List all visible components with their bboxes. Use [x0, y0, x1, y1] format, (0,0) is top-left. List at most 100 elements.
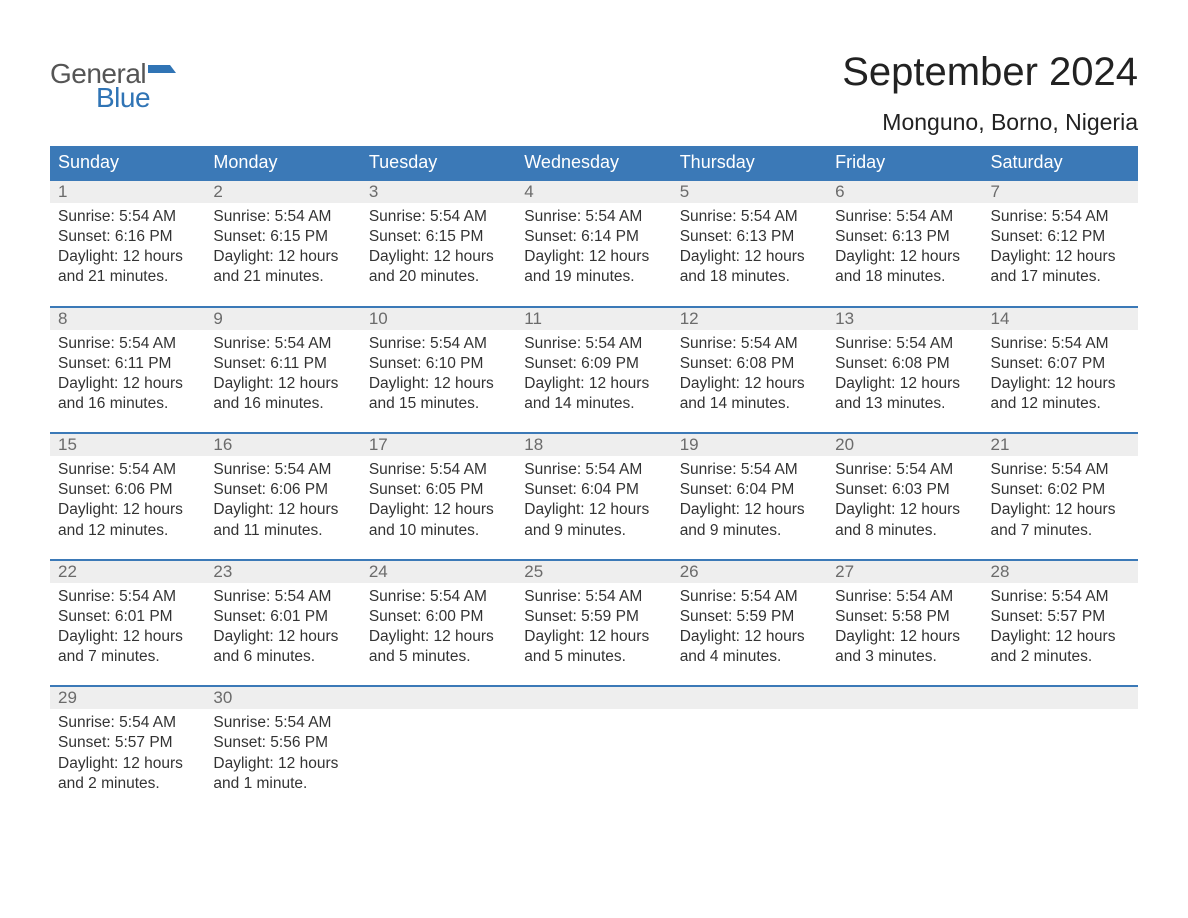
day-cell: Sunrise: 5:54 AMSunset: 6:08 PMDaylight:… — [672, 330, 827, 415]
sunset-text: Sunset: 5:59 PM — [524, 607, 663, 627]
day-cell: Sunrise: 5:54 AMSunset: 6:02 PMDaylight:… — [983, 456, 1138, 541]
daylight-text: Daylight: 12 hours and 2 minutes. — [58, 754, 197, 794]
sunset-text: Sunset: 6:07 PM — [991, 354, 1130, 374]
weekday-header: Thursday — [672, 146, 827, 179]
day-content-strip: Sunrise: 5:54 AMSunset: 6:06 PMDaylight:… — [50, 456, 1138, 559]
day-cell: Sunrise: 5:54 AMSunset: 5:57 PMDaylight:… — [983, 583, 1138, 668]
daylight-text: Daylight: 12 hours and 9 minutes. — [524, 500, 663, 540]
daylight-text: Daylight: 12 hours and 18 minutes. — [680, 247, 819, 287]
sunset-text: Sunset: 5:57 PM — [991, 607, 1130, 627]
weekday-header: Friday — [827, 146, 982, 179]
day-number: 4 — [516, 181, 671, 203]
sunset-text: Sunset: 6:09 PM — [524, 354, 663, 374]
daylight-text: Daylight: 12 hours and 13 minutes. — [835, 374, 974, 414]
sunset-text: Sunset: 6:01 PM — [58, 607, 197, 627]
sunset-text: Sunset: 6:08 PM — [680, 354, 819, 374]
daylight-text: Daylight: 12 hours and 4 minutes. — [680, 627, 819, 667]
day-number-strip: 1234567 — [50, 181, 1138, 203]
sunrise-text: Sunrise: 5:54 AM — [369, 460, 508, 480]
day-number — [983, 687, 1138, 709]
week-row: 22232425262728Sunrise: 5:54 AMSunset: 6:… — [50, 559, 1138, 686]
daylight-text: Daylight: 12 hours and 20 minutes. — [369, 247, 508, 287]
sunset-text: Sunset: 6:16 PM — [58, 227, 197, 247]
day-number: 8 — [50, 308, 205, 330]
day-number: 2 — [205, 181, 360, 203]
day-cell: Sunrise: 5:54 AMSunset: 6:01 PMDaylight:… — [205, 583, 360, 668]
daylight-text: Daylight: 12 hours and 14 minutes. — [524, 374, 663, 414]
day-cell: Sunrise: 5:54 AMSunset: 6:16 PMDaylight:… — [50, 203, 205, 288]
sunset-text: Sunset: 6:15 PM — [369, 227, 508, 247]
day-cell: Sunrise: 5:54 AMSunset: 6:04 PMDaylight:… — [672, 456, 827, 541]
sunset-text: Sunset: 6:08 PM — [835, 354, 974, 374]
week-row: 2930Sunrise: 5:54 AMSunset: 5:57 PMDayli… — [50, 685, 1138, 812]
daylight-text: Daylight: 12 hours and 8 minutes. — [835, 500, 974, 540]
sunrise-text: Sunrise: 5:54 AM — [369, 587, 508, 607]
sunrise-text: Sunrise: 5:54 AM — [524, 334, 663, 354]
day-number: 18 — [516, 434, 671, 456]
day-cell: Sunrise: 5:54 AMSunset: 6:04 PMDaylight:… — [516, 456, 671, 541]
sunset-text: Sunset: 6:02 PM — [991, 480, 1130, 500]
day-number — [361, 687, 516, 709]
sunset-text: Sunset: 6:10 PM — [369, 354, 508, 374]
day-content-strip: Sunrise: 5:54 AM Sunset: 6:16 PM Daylight:… — [50, 203, 1138, 306]
day-cell: Sunrise: 5:54 AMSunset: 5:56 PMDaylight:… — [205, 709, 360, 794]
day-number: 25 — [516, 561, 671, 583]
day-cell: Sunrise: 5:54 AMSunset: 6:10 PMDaylight:… — [361, 330, 516, 415]
weekday-header: Tuesday — [361, 146, 516, 179]
daylight-text: Daylight: 12 hours and 21 minutes. — [213, 247, 352, 287]
daylight-text: Daylight: 12 hours and 5 minutes. — [524, 627, 663, 667]
daylight-text: Daylight: 12 hours and 15 minutes. — [369, 374, 508, 414]
day-cell: Sunrise: 5:54 AMSunset: 6:12 PMDaylight:… — [983, 203, 1138, 288]
day-number: 28 — [983, 561, 1138, 583]
daylight-text: Daylight: 12 hours and 11 minutes. — [213, 500, 352, 540]
day-number: 3 — [361, 181, 516, 203]
sunrise-text: Sunrise: 5:54 AM — [835, 207, 974, 227]
day-number: 15 — [50, 434, 205, 456]
daylight-text: Daylight: 12 hours and 19 minutes. — [524, 247, 663, 287]
day-number: 13 — [827, 308, 982, 330]
day-number: 23 — [205, 561, 360, 583]
sunrise-text: Sunrise: 5:54 AM — [524, 207, 663, 227]
sunrise-text: Sunrise: 5:54 AM — [524, 587, 663, 607]
logo: General Blue — [50, 58, 176, 114]
title-block: September 2024 Monguno, Borno, Nigeria — [842, 50, 1138, 136]
day-cell: Sunrise: 5:54 AMSunset: 5:58 PMDaylight:… — [827, 583, 982, 668]
day-cell: Sunrise: 5:54 AMSunset: 6:11 PMDaylight:… — [50, 330, 205, 415]
sunset-text: Sunset: 6:12 PM — [991, 227, 1130, 247]
sunrise-text: Sunrise: 5:54 AM — [213, 207, 352, 227]
weekday-header: Wednesday — [516, 146, 671, 179]
sunrise-text: Sunrise: 5:54 AM — [58, 587, 197, 607]
day-number-strip: 2930 — [50, 687, 1138, 709]
day-cell: Sunrise: 5:54 AMSunset: 6:13 PMDaylight:… — [672, 203, 827, 288]
day-number: 14 — [983, 308, 1138, 330]
day-cell: Sunrise: 5:54 AMSunset: 6:11 PMDaylight:… — [205, 330, 360, 415]
day-cell: Sunrise: 5:54 AMSunset: 6:13 PMDaylight:… — [827, 203, 982, 288]
flag-icon — [148, 63, 176, 86]
sunset-text: Sunset: 5:59 PM — [680, 607, 819, 627]
day-cell: Sunrise: 5:54 AMSunset: 6:14 PMDaylight:… — [516, 203, 671, 288]
day-cell: Sunrise: 5:54 AMSunset: 5:59 PMDaylight:… — [672, 583, 827, 668]
daylight-text: Daylight: 12 hours and 3 minutes. — [835, 627, 974, 667]
sunrise-text: Sunrise: 5:54 AM — [835, 460, 974, 480]
day-number: 26 — [672, 561, 827, 583]
daylight-text: Daylight: 12 hours and 17 minutes. — [991, 247, 1130, 287]
daylight-text: Daylight: 12 hours and 6 minutes. — [213, 627, 352, 667]
day-content-strip: Sunrise: 5:54 AMSunset: 5:57 PMDaylight:… — [50, 709, 1138, 812]
weekday-header: Sunday — [50, 146, 205, 179]
day-cell: Sunrise: 5:54 AMSunset: 6:05 PMDaylight:… — [361, 456, 516, 541]
weekday-header: Monday — [205, 146, 360, 179]
day-number: 1 — [50, 181, 205, 203]
sunrise-text: Sunrise: 5:54 AM — [991, 460, 1130, 480]
sunrise-text: Sunrise: 5:54 AM — [369, 334, 508, 354]
day-cell: Sunrise: 5:54 AMSunset: 6:08 PMDaylight:… — [827, 330, 982, 415]
day-number: 30 — [205, 687, 360, 709]
daylight-text: Daylight: 12 hours and 12 minutes. — [991, 374, 1130, 414]
day-cell: Sunrise: 5:54 AMSunset: 5:57 PMDaylight:… — [50, 709, 205, 794]
day-number — [516, 687, 671, 709]
day-number: 17 — [361, 434, 516, 456]
day-cell: Sunrise: 5:54 AMSunset: 6:01 PMDaylight:… — [50, 583, 205, 668]
sunset-text: Sunset: 6:01 PM — [213, 607, 352, 627]
day-number: 16 — [205, 434, 360, 456]
sunrise-text: Sunrise: 5:54 AM — [213, 460, 352, 480]
day-cell: Sunrise: 5:54 AMSunset: 5:59 PMDaylight:… — [516, 583, 671, 668]
